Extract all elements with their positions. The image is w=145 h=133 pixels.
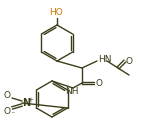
Text: O: O xyxy=(4,92,11,101)
Text: ⁻: ⁻ xyxy=(10,109,14,119)
Text: O: O xyxy=(4,107,11,115)
Text: HO: HO xyxy=(49,8,63,17)
Text: N: N xyxy=(22,98,30,108)
Text: O: O xyxy=(126,57,133,66)
Text: NH: NH xyxy=(65,88,78,97)
Text: HN: HN xyxy=(98,55,112,65)
Text: +: + xyxy=(27,97,33,103)
Text: O: O xyxy=(96,78,103,88)
